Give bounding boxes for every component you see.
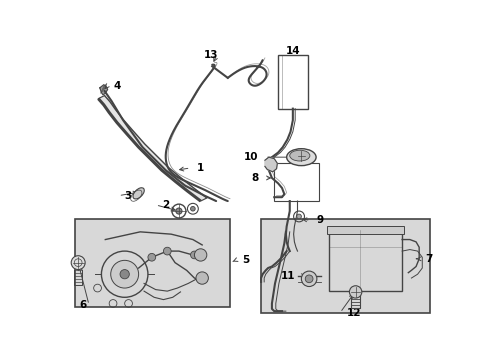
Circle shape	[71, 256, 85, 270]
Circle shape	[110, 260, 138, 288]
Text: 11: 11	[280, 271, 295, 281]
Ellipse shape	[133, 188, 144, 199]
Ellipse shape	[289, 150, 309, 161]
Circle shape	[148, 253, 155, 261]
Circle shape	[190, 206, 195, 211]
Polygon shape	[264, 157, 277, 172]
Text: 4: 4	[114, 81, 121, 91]
Circle shape	[305, 275, 312, 283]
Bar	[75, 219, 230, 307]
Text: 13: 13	[203, 50, 218, 60]
Bar	[328, 230, 401, 291]
Text: 7: 7	[425, 254, 432, 264]
Text: 12: 12	[346, 308, 360, 318]
Text: 6: 6	[79, 300, 86, 310]
Circle shape	[190, 251, 198, 259]
Polygon shape	[98, 95, 206, 201]
Bar	[326, 226, 403, 234]
Text: 8: 8	[251, 173, 258, 183]
Circle shape	[196, 272, 208, 284]
Circle shape	[120, 270, 129, 279]
Text: 1: 1	[196, 163, 203, 173]
Circle shape	[296, 214, 301, 219]
Circle shape	[349, 286, 361, 298]
Circle shape	[163, 247, 171, 255]
Text: 3: 3	[124, 191, 132, 201]
Text: 5: 5	[241, 255, 248, 265]
Circle shape	[176, 208, 182, 214]
Bar	[274, 163, 319, 201]
Text: 14: 14	[285, 46, 300, 56]
Circle shape	[194, 249, 206, 261]
Bar	[278, 55, 307, 109]
Polygon shape	[100, 85, 107, 95]
Text: 10: 10	[244, 152, 258, 162]
Circle shape	[301, 271, 316, 287]
Ellipse shape	[286, 149, 315, 166]
Bar	[261, 219, 429, 313]
Text: 9: 9	[316, 215, 324, 225]
Text: 2: 2	[162, 200, 169, 210]
